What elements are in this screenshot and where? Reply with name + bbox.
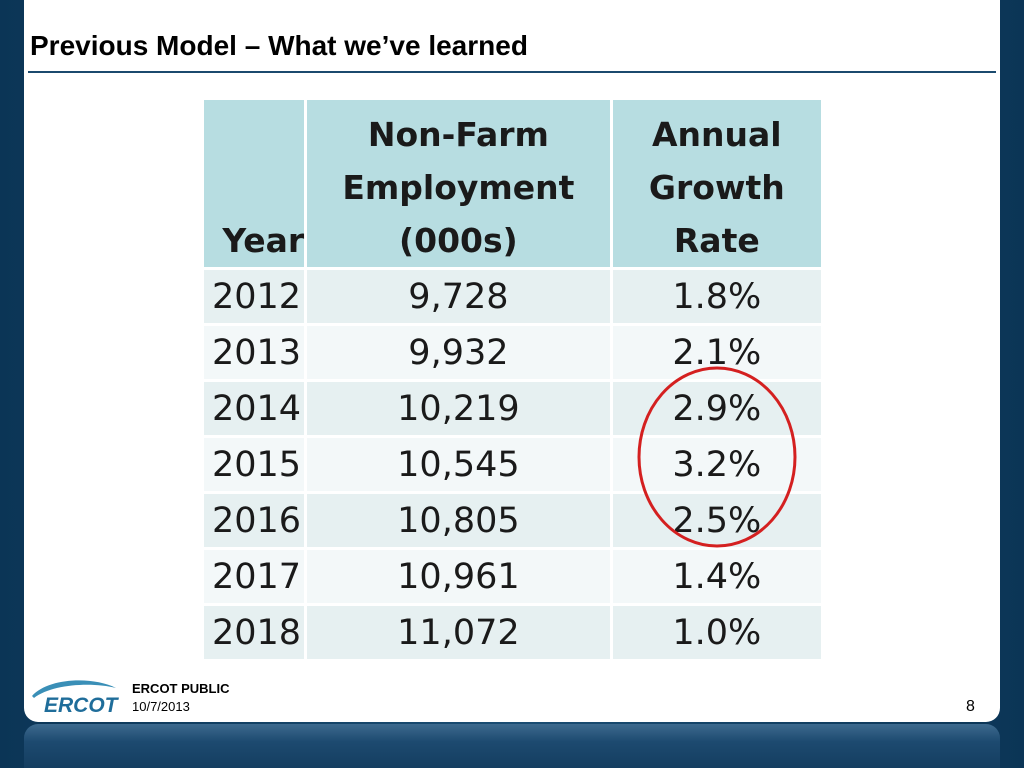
table-header-row: Year Non-Farm Employment (000s) Annual G…	[204, 100, 821, 267]
title-divider	[28, 71, 996, 73]
table-row: 2015 10,545 3.2%	[204, 438, 821, 491]
header-growth-line3: Rate	[673, 221, 760, 260]
table-row: 2012 9,728 1.8%	[204, 270, 821, 323]
employment-cell: 9,932	[307, 326, 610, 379]
table-row: 2014 10,219 2.9%	[204, 382, 821, 435]
highlight-ellipse-stroke	[637, 366, 797, 548]
year-cell: 2015	[204, 438, 305, 491]
table-row: 2016 10,805 2.5%	[204, 494, 821, 547]
header-year: Year	[204, 100, 305, 267]
growth-cell: 2.1%	[612, 326, 821, 379]
employment-cell: 9,728	[307, 270, 610, 323]
employment-cell: 11,072	[307, 606, 610, 659]
header-growth-line2: Growth	[648, 168, 785, 207]
table-row: 2013 9,932 2.1%	[204, 326, 821, 379]
employment-cell: 10,961	[307, 550, 610, 603]
table-row: 2017 10,961 1.4%	[204, 550, 821, 603]
header-employment-line2: Employment	[342, 168, 575, 207]
slide-title: Previous Model – What we’ve learned	[30, 30, 528, 61]
bottom-bar	[24, 724, 1000, 768]
year-cell: 2016	[204, 494, 305, 547]
footer-date: 10/7/2013	[132, 699, 190, 714]
growth-cell: 2.5%	[612, 494, 821, 547]
table-row: 2018 11,072 1.0%	[204, 606, 821, 659]
page-number: 8	[966, 698, 975, 715]
employment-cell: 10,805	[307, 494, 610, 547]
logo-text: ERCOT	[44, 694, 120, 716]
growth-cell: 3.2%	[612, 438, 821, 491]
growth-cell: 1.4%	[612, 550, 821, 603]
employment-cell: 10,545	[307, 438, 610, 491]
highlight-ellipse	[637, 366, 797, 548]
growth-cell: 1.8%	[612, 270, 821, 323]
growth-cell: 2.9%	[612, 382, 821, 435]
footer-classification: ERCOT PUBLIC	[132, 681, 230, 696]
header-year-line3: Year	[222, 221, 305, 260]
year-cell: 2012	[204, 270, 305, 323]
year-cell: 2014	[204, 382, 305, 435]
employment-cell: 10,219	[307, 382, 610, 435]
year-cell: 2018	[204, 606, 305, 659]
year-cell: 2017	[204, 550, 305, 603]
ercot-logo: ERCOT	[32, 680, 120, 716]
header-growth-line1: Annual	[652, 115, 782, 154]
year-cell: 2013	[204, 326, 305, 379]
header-employment-line3: (000s)	[399, 221, 518, 260]
employment-table: Year Non-Farm Employment (000s) Annual G…	[201, 97, 824, 662]
header-employment-line1: Non-Farm	[367, 115, 549, 154]
header-growth: Annual Growth Rate	[612, 100, 821, 267]
growth-cell: 1.0%	[612, 606, 821, 659]
header-employment: Non-Farm Employment (000s)	[307, 100, 610, 267]
